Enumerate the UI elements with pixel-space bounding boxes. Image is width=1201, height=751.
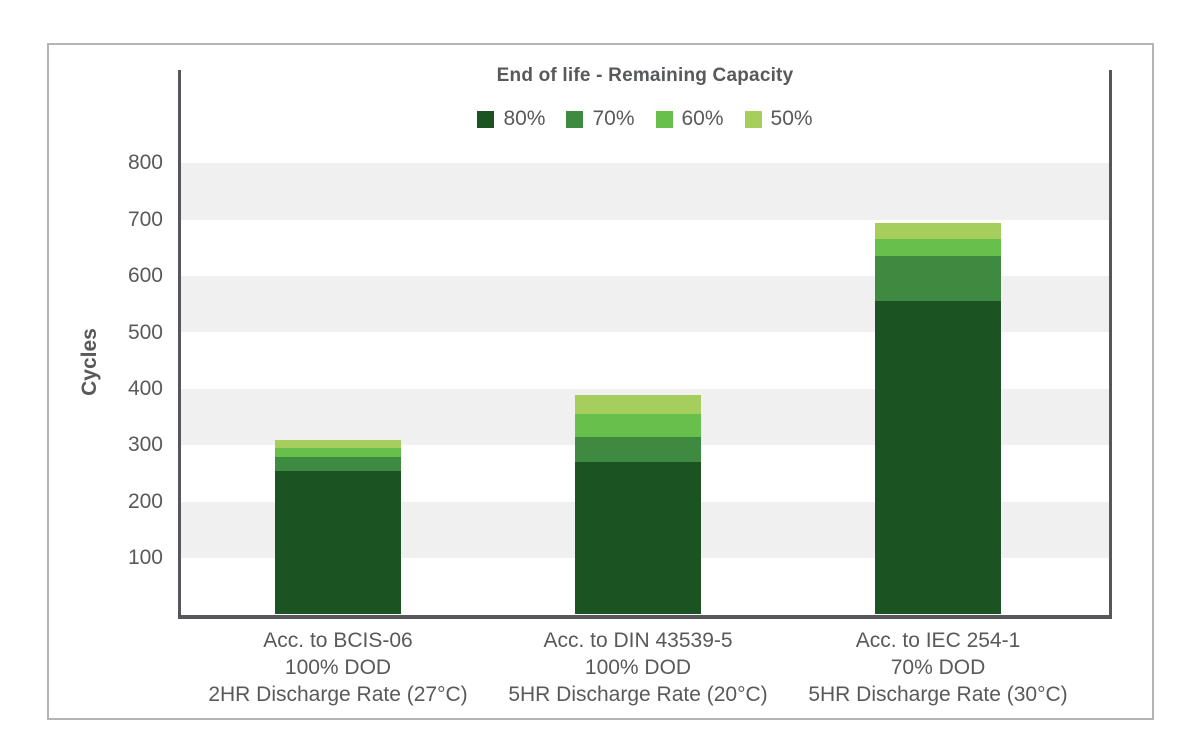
legend-item: 80% [477, 107, 545, 131]
y-tick-label: 700 [127, 207, 163, 231]
bar-segment [275, 456, 401, 471]
x-axis-label-line: 5HR Discharge Rate (30°C) [808, 683, 1068, 706]
x-axis-label-line: 100% DOD [584, 656, 692, 679]
legend-swatch-icon [566, 110, 584, 128]
bar-segment [875, 239, 1001, 257]
y-tick-label: 600 [127, 264, 163, 288]
y-tick-label: 500 [127, 320, 163, 344]
bar-segment [275, 448, 401, 457]
y-axis-line [178, 70, 181, 619]
x-axis-label-line: Acc. to DIN 43539-5 [543, 629, 733, 652]
legend-swatch-icon [477, 110, 495, 128]
bar-segment [575, 462, 701, 615]
chart-title: End of life - Remaining Capacity [496, 65, 794, 86]
y-tick-label: 400 [127, 376, 163, 400]
x-axis-label: Acc. to IEC 254-1 70% DOD 5HR Discharge Ra… [788, 627, 1088, 708]
y-axis-line-right [1109, 70, 1112, 619]
legend-label: 60% [681, 107, 724, 130]
chart-panel: End of life - Remaining Capacity 80% 70% 6… [47, 43, 1154, 720]
x-axis-label-line: 100% DOD [284, 656, 392, 679]
legend-item: 70% [566, 107, 635, 131]
legend: 80% 70% 60% 50% [181, 107, 1109, 131]
bar-segment [575, 394, 701, 415]
legend-label: 80% [503, 107, 546, 130]
y-tick-label: 300 [127, 433, 163, 457]
y-tick-label: 800 [127, 151, 163, 175]
plot-area: 100 200 300 400 500 600 700 800 Acc. to BCIS-06 1… [128, 70, 1112, 706]
x-axis-label-line: 70% DOD [890, 656, 986, 679]
bar-segment [575, 436, 701, 463]
legend-swatch-icon [655, 110, 673, 128]
bar-segment [275, 470, 401, 615]
bar-segment [275, 439, 401, 449]
x-axis-label-line: 2HR Discharge Rate (27°C) [208, 683, 468, 706]
bar-segment [575, 414, 701, 437]
legend-label: 70% [592, 107, 635, 130]
legend-item: 60% [655, 107, 724, 131]
x-axis-line [178, 615, 1112, 619]
legend-label: 50% [770, 107, 813, 130]
bar-segment [875, 256, 1001, 302]
y-tick-label: 200 [127, 489, 163, 513]
bar-segment [875, 222, 1001, 240]
x-axis-label: Acc. to DIN 43539-5 100% DOD 5HR Discharge… [488, 627, 788, 708]
x-axis-label-line: Acc. to IEC 254-1 [855, 629, 1021, 652]
x-axis-label-line: Acc. to BCIS-06 [263, 629, 413, 652]
legend-item: 50% [744, 107, 813, 131]
bar-segment [875, 301, 1001, 615]
legend-swatch-icon [744, 110, 762, 128]
x-axis-label: Acc. to BCIS-06 100% DOD 2HR Discharge Rat… [188, 627, 488, 708]
x-axis-label-line: 5HR Discharge Rate (20°C) [508, 683, 768, 706]
grid-band [181, 163, 1109, 220]
y-tick-label: 100 [127, 546, 163, 570]
